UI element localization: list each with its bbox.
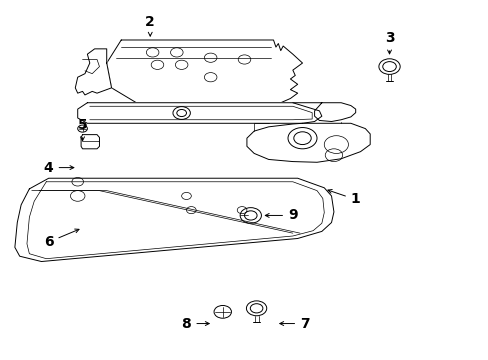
- Polygon shape: [292, 103, 355, 122]
- Text: 2: 2: [145, 15, 155, 36]
- Text: 1: 1: [327, 189, 360, 207]
- Text: 7: 7: [279, 316, 309, 330]
- Polygon shape: [15, 178, 333, 261]
- Polygon shape: [75, 49, 111, 95]
- Polygon shape: [106, 40, 302, 104]
- Text: 5: 5: [78, 118, 87, 141]
- Text: 3: 3: [384, 31, 393, 54]
- Text: 6: 6: [44, 229, 79, 249]
- Text: 4: 4: [44, 161, 74, 175]
- Text: 9: 9: [265, 208, 297, 222]
- Polygon shape: [246, 123, 369, 162]
- Polygon shape: [81, 135, 99, 149]
- Text: 8: 8: [181, 316, 209, 330]
- Polygon shape: [78, 103, 321, 123]
- Circle shape: [287, 127, 316, 149]
